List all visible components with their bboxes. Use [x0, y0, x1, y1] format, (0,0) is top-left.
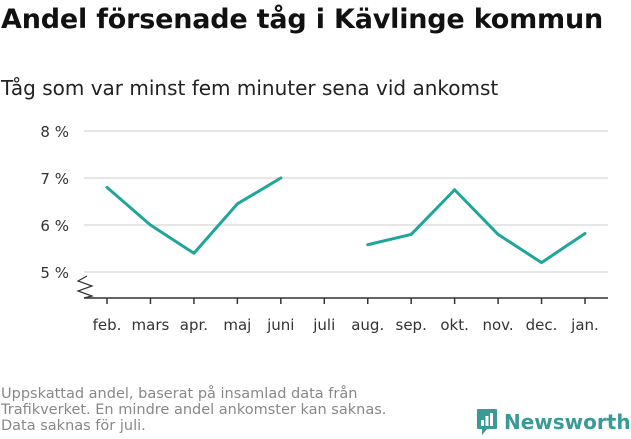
- gridlines: [84, 130, 608, 273]
- y-tick-label: 5 %: [40, 264, 69, 282]
- chart-title: Andel försenade tåg i Kävlinge kommun: [1, 4, 603, 35]
- x-tick-label: maj: [223, 316, 251, 334]
- chart-subtitle: Tåg som var minst fem minuter sena vid a…: [1, 76, 499, 100]
- y-tick-label: 8 %: [40, 123, 69, 141]
- y-axis-tick-labels: 5 % 6 % 7 % 8 %: [40, 123, 69, 282]
- x-tick-label: sep.: [396, 316, 427, 334]
- x-tick-label: nov.: [483, 316, 514, 334]
- x-axis-tick-labels: feb. mars apr. maj juni juli aug. sep. okt. nov. d…: [93, 316, 599, 334]
- series-line-segment-2: [366, 188, 587, 265]
- data-series: [105, 176, 587, 265]
- y-tick-label: 6 %: [40, 217, 69, 235]
- x-tick-label: mars: [132, 316, 170, 334]
- source-note: Uppskattad andel, baserat på insamlad da…: [1, 386, 441, 434]
- x-tick-label: juni: [266, 316, 294, 334]
- axis-break-icon: [76, 275, 95, 299]
- source-note-line-3: Data saknas för juli.: [1, 418, 146, 434]
- source-note-line-2: Trafikverket. En mindre andel ankomster …: [1, 402, 387, 418]
- y-tick-label: 7 %: [40, 170, 69, 188]
- x-tick-label: apr.: [180, 316, 208, 334]
- brand-logo: Newsworthy: [476, 408, 631, 436]
- x-tick-label: feb.: [93, 316, 122, 334]
- brand-name: Newsworthy: [504, 410, 631, 434]
- source-note-line-1: Uppskattad andel, baserat på insamlad da…: [1, 386, 358, 402]
- newsworthy-logo-icon: [477, 409, 497, 435]
- x-axis: [76, 275, 608, 304]
- line-chart: 5 % 6 % 7 % 8 % feb. mars apr. maj juni juli aug.…: [40, 123, 608, 334]
- x-tick-label: dec.: [526, 316, 558, 334]
- x-tick-label: okt.: [440, 316, 469, 334]
- x-tick-label: juli: [312, 316, 335, 334]
- series-line-segment-1: [105, 176, 283, 255]
- x-tick-label: aug.: [351, 316, 384, 334]
- x-tick-label: jan.: [570, 316, 599, 334]
